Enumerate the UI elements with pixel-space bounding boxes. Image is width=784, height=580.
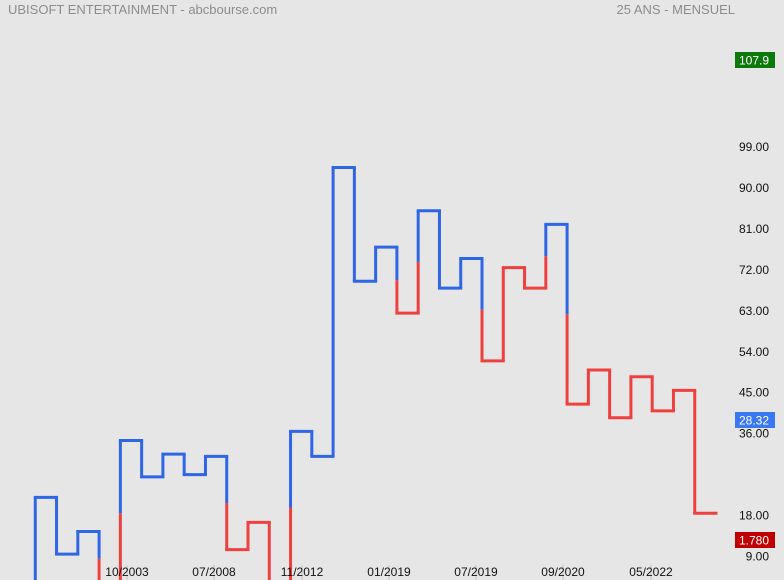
y-axis: 99.00 90.00 81.00 72.00 63.00 54.00 45.00 36.00… — [739, 140, 769, 563]
last-price-badge-value: 28.32 — [739, 414, 769, 428]
y-tick-label: 36.00 — [739, 427, 769, 441]
x-tick-label: 07/2019 — [454, 565, 498, 579]
plot-area — [12, 166, 718, 580]
x-tick-label: 01/2019 — [367, 565, 411, 579]
y-tick-label: 9.00 — [746, 549, 770, 563]
x-tick-label: 07/2008 — [192, 565, 236, 579]
high-badge: 107.9 — [735, 52, 775, 68]
low-badge-value: 1.780 — [739, 534, 769, 548]
high-badge-value: 107.9 — [739, 54, 769, 68]
x-tick-label: 10/2003 — [105, 565, 149, 579]
y-tick-label: 90.00 — [739, 181, 769, 195]
y-tick-label: 81.00 — [739, 222, 769, 236]
x-tick-label: 11/2012 — [281, 565, 324, 579]
chart-title-right: 25 ANS - MENSUEL — [617, 2, 736, 17]
last-price-badge-box — [735, 412, 775, 428]
high-badge-box — [735, 52, 775, 68]
price-badges: 107.9 28.32 1.780 — [735, 52, 775, 548]
low-badge-box — [735, 532, 775, 548]
y-tick-label: 63.00 — [739, 304, 769, 318]
y-tick-label: 45.00 — [739, 386, 769, 400]
x-axis: 10/2003 07/2008 11/2012 01/2019 07/2019 09/20… — [105, 565, 673, 580]
last-price-badge: 28.32 — [735, 412, 775, 428]
y-tick-label: 54.00 — [739, 345, 769, 359]
low-badge: 1.780 — [735, 532, 775, 548]
x-tick-label: 05/2022 — [629, 565, 673, 579]
y-tick-label: 18.00 — [739, 509, 769, 523]
chart-title-left: UBISOFT ENTERTAINMENT - abcbourse.com — [8, 2, 277, 17]
y-tick-label: 99.00 — [739, 140, 769, 154]
x-tick-label: 09/2020 — [541, 565, 585, 579]
y-tick-label: 72.00 — [739, 263, 769, 277]
